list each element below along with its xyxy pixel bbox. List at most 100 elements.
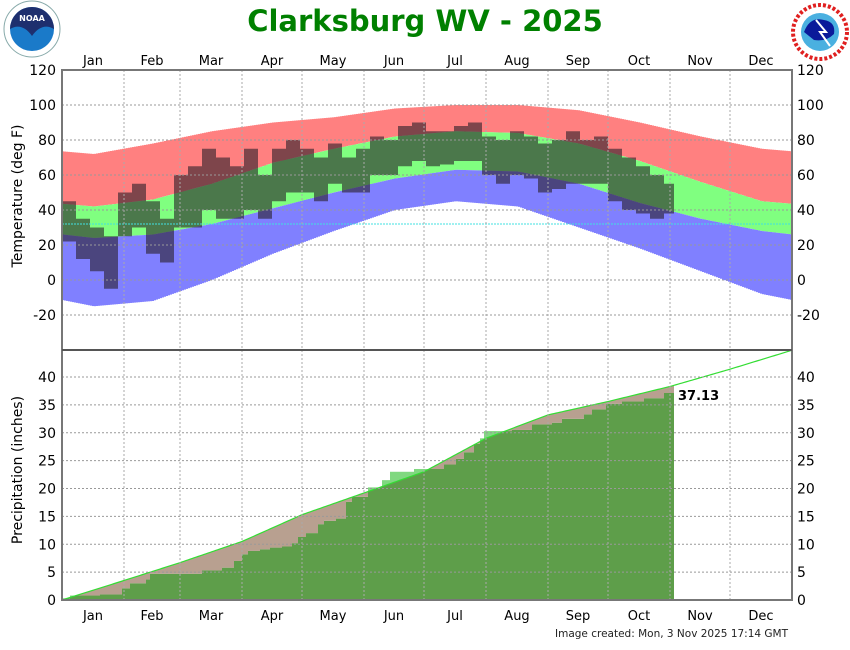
observed-temp-bar xyxy=(76,218,90,259)
record-low-bar xyxy=(576,183,578,227)
record-high-bar xyxy=(546,107,548,138)
month-label-bottom: Jan xyxy=(82,609,103,624)
precip-deficit-bar xyxy=(90,590,92,596)
precip-observed-bar xyxy=(210,570,212,600)
precip-deficit-bar xyxy=(124,580,126,589)
record-low-bar xyxy=(184,228,186,290)
precip-deficit-bar xyxy=(530,421,532,430)
month-label-top: Nov xyxy=(687,54,713,69)
observed-temp-bar xyxy=(300,148,314,193)
record-low-bar xyxy=(284,205,286,250)
normal-range-bar xyxy=(160,197,162,234)
record-low-bar xyxy=(360,186,362,222)
precip-observed-bar xyxy=(108,594,110,600)
record-low-bar xyxy=(372,183,374,218)
precip-deficit-bar xyxy=(538,418,540,425)
precip-surplus-bar xyxy=(422,468,424,473)
normal-range-bar xyxy=(774,202,776,233)
record-high-bar xyxy=(588,112,590,147)
precip-observed-bar xyxy=(192,573,194,600)
record-low-bar xyxy=(522,172,524,209)
record-high-bar xyxy=(186,136,188,191)
precip-deficit-bar xyxy=(550,414,552,425)
record-low-bar xyxy=(736,225,738,285)
precip-deficit-bar xyxy=(180,562,182,574)
record-low-bar xyxy=(70,235,72,302)
record-high-bar xyxy=(470,105,472,132)
record-low-bar xyxy=(492,170,494,205)
precip-observed-bar xyxy=(436,468,438,600)
record-high-bar xyxy=(110,150,112,205)
precip-axis-title: Precipitation (inches) xyxy=(10,396,26,544)
precip-deficit-bar xyxy=(172,564,174,574)
record-high-bar xyxy=(728,142,730,191)
record-low-bar xyxy=(716,221,718,278)
precip-deficit-bar xyxy=(150,571,152,574)
precip-observed-bar xyxy=(652,398,654,600)
precip-observed-bar xyxy=(430,468,432,600)
record-high-bar xyxy=(542,107,544,138)
normal-range-bar xyxy=(748,197,750,229)
precip-deficit-bar xyxy=(556,412,558,423)
observed-temp-bar xyxy=(174,175,188,228)
record-low-bar xyxy=(630,200,632,246)
precip-observed-bar xyxy=(460,458,462,600)
precip-observed-bar xyxy=(92,595,94,600)
precip-observed-bar xyxy=(612,403,614,600)
precip-observed-bar xyxy=(310,533,312,600)
precip-deficit-bar xyxy=(224,547,226,568)
record-low-bar xyxy=(342,190,344,228)
record-high-bar xyxy=(694,135,696,180)
precip-observed-bar xyxy=(628,401,630,600)
precip-surplus-bar xyxy=(384,480,386,486)
record-high-bar xyxy=(252,125,254,170)
record-low-bar xyxy=(212,223,214,280)
precip-observed-bar xyxy=(388,484,390,600)
record-low-bar xyxy=(332,192,334,232)
record-low-bar xyxy=(92,237,94,307)
record-low-bar xyxy=(236,217,238,270)
precip-deficit-bar xyxy=(108,585,110,595)
month-label-bottom: Nov xyxy=(687,609,713,624)
precip-deficit-bar xyxy=(526,422,528,430)
precip-deficit-bar xyxy=(542,416,544,425)
record-high-bar xyxy=(454,105,456,132)
precip-deficit-bar xyxy=(110,584,112,595)
precip-deficit-bar xyxy=(126,579,128,589)
precip-surplus-bar xyxy=(496,431,498,435)
precip-observed-bar xyxy=(484,438,486,600)
record-low-bar xyxy=(386,180,388,213)
record-high-bar xyxy=(702,136,704,183)
precip-surplus-bar xyxy=(480,438,482,442)
precip-deficit-bar xyxy=(510,428,512,432)
precip-deficit-bar xyxy=(472,445,474,453)
record-low-bar xyxy=(256,212,258,261)
precip-observed-bar xyxy=(342,518,344,600)
record-high-bar xyxy=(374,111,376,141)
record-high-bar xyxy=(258,124,260,168)
precip-observed-bar xyxy=(180,573,182,600)
record-low-bar xyxy=(322,195,324,236)
record-high-bar xyxy=(716,139,718,188)
record-high-bar xyxy=(332,117,334,149)
precip-deficit-bar xyxy=(324,506,326,521)
precip-observed-bar xyxy=(366,496,368,600)
record-high-bar xyxy=(426,106,428,134)
record-low-bar xyxy=(344,189,346,228)
record-high-bar xyxy=(410,107,412,136)
record-low-bar xyxy=(282,205,284,251)
record-high-bar xyxy=(188,136,190,190)
precip-deficit-bar xyxy=(546,415,548,425)
precip-deficit-bar xyxy=(216,550,218,571)
record-high-bar xyxy=(256,124,258,169)
precip-observed-bar xyxy=(250,550,252,600)
record-low-bar xyxy=(648,205,650,252)
record-high-bar xyxy=(316,118,318,153)
precip-deficit-bar xyxy=(266,530,268,550)
precip-deficit-bar xyxy=(468,447,470,453)
precip-deficit-bar xyxy=(182,561,184,574)
record-low-bar xyxy=(396,178,398,210)
precip-observed-bar xyxy=(492,435,494,600)
record-low-bar xyxy=(340,190,342,229)
precip-observed-bar xyxy=(456,458,458,600)
